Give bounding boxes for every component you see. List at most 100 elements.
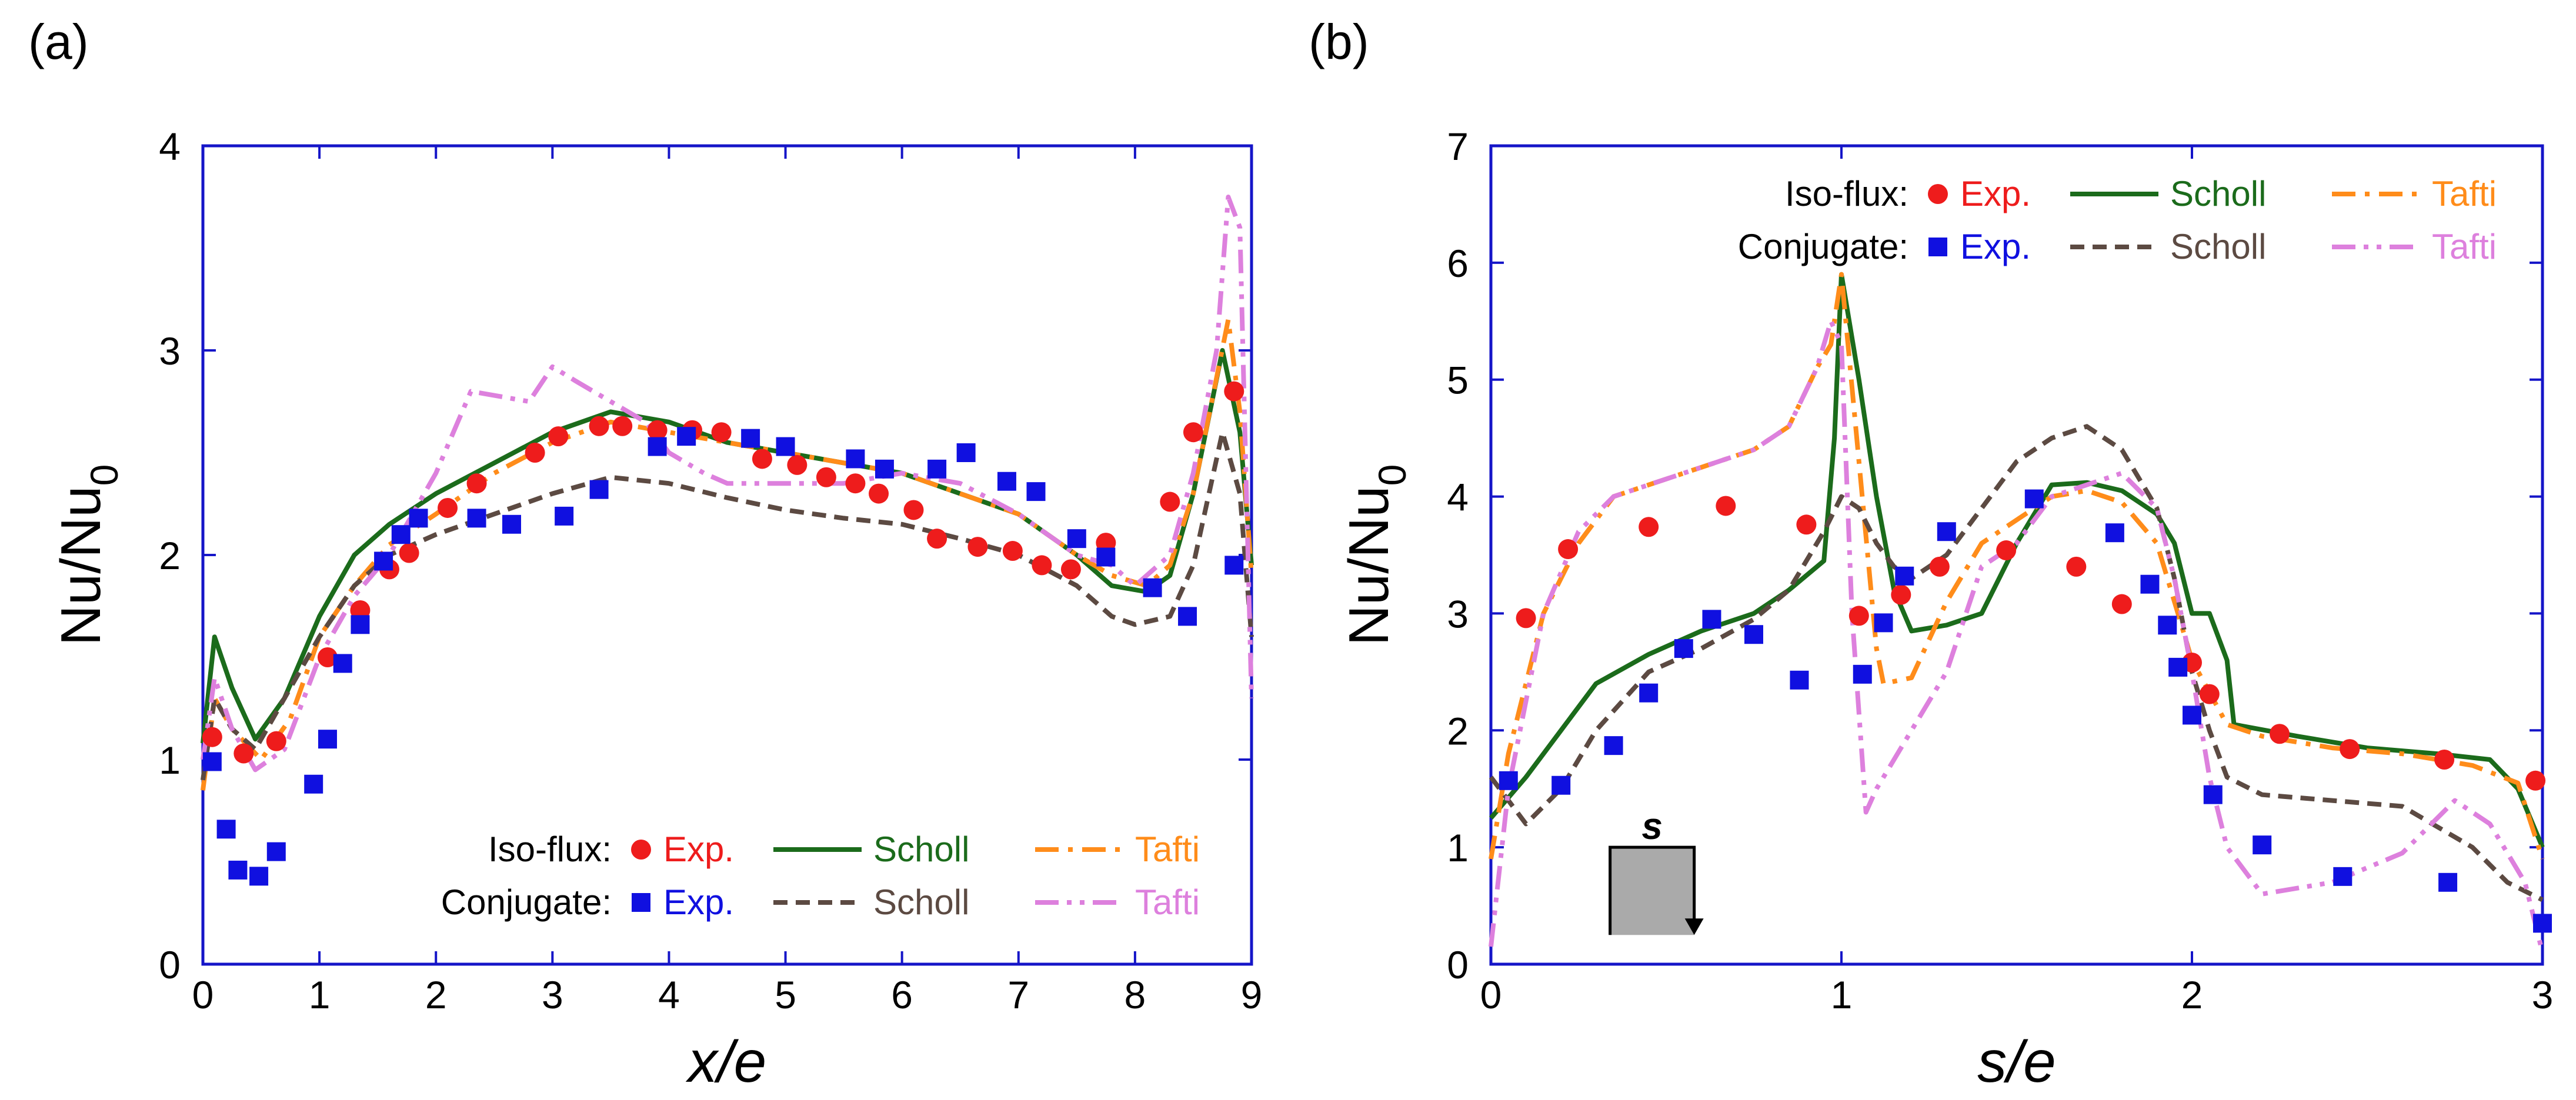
series-line-iso-flux-scholl [1489,272,2545,848]
data-point-circle [711,422,732,443]
data-point-circle [2340,739,2360,760]
data-point-circle [266,731,286,751]
data-point-square [776,437,795,456]
data-point-square [1874,613,1893,633]
y-tick-label: 2 [1447,709,1469,753]
data-point-circle [2434,750,2455,770]
series-line-conjugate-tafti [1489,319,2545,954]
data-point-square [249,867,269,886]
y-tick-label: 3 [1447,592,1469,636]
data-point-circle [589,416,609,436]
data-point-circle [2525,770,2546,791]
data-point-square [318,730,337,749]
x-tick-label: 8 [1125,973,1146,1017]
data-point-square [409,509,428,528]
legend-row-label: Iso-flux: [488,830,612,869]
y-tick-label: 3 [159,329,181,373]
data-point-square [1067,529,1086,549]
panel-label-b: (b) [1309,14,1369,69]
legend: Iso-flux: Exp. Scholl Tafti Conjugate: Exp. Sc… [441,830,1200,922]
data-point-square [467,509,486,528]
data-point-circle [525,443,545,463]
data-point-circle [752,449,772,469]
legend-row-label: Conjugate: [1738,227,1908,266]
data-point-circle [202,727,222,747]
y-axis-title-sub: 0 [1370,464,1414,486]
data-point-circle [903,500,924,520]
data-point-square [2158,616,2177,635]
legend-symbol-square [1928,238,1947,256]
x-tick-label: 1 [1831,973,1853,1017]
y-tick-label: 0 [1447,943,1469,987]
x-tick-label: 3 [2532,973,2554,1017]
data-point-circle [869,483,889,504]
data-point-square [1639,683,1659,703]
data-point-square [2533,914,2552,933]
series-line-conjugate-scholl [1489,424,2544,902]
inset-s-label: s [1641,805,1663,847]
x-tick-label: 1 [309,973,331,1017]
series-line-iso-flux-scholl [201,348,1254,744]
x-tick-label: 0 [1480,973,1502,1017]
data-point-circle [1848,606,1869,626]
rib-block [1610,847,1694,935]
data-point-square [502,514,521,534]
data-point-square [2140,574,2160,594]
y-axis-title: Nu/Nu0 [1337,464,1414,646]
data-point-square [741,429,760,448]
data-point-square [202,752,222,771]
data-point-circle [233,743,254,764]
x-tick-label: 3 [542,973,563,1017]
y-axis-title-main: Nu/Nu [49,486,112,646]
data-point-circle [967,537,988,557]
data-point-square [2105,523,2124,543]
data-point-square [1674,639,1693,658]
legend-symbol-square [632,893,650,912]
data-point-circle [927,529,947,549]
x-axis-title: s/e [1977,1029,2056,1095]
legend-entry-label: Scholl [2170,227,2266,266]
data-point-square [333,654,352,673]
data-point-circle [2199,684,2220,704]
y-tick-label: 0 [159,943,181,987]
data-point-circle [1224,381,1244,402]
data-point-square [555,506,574,526]
data-point-square [2168,657,2188,677]
data-point-circle [816,467,836,487]
data-point-square [391,525,411,544]
data-point-square [1604,736,1623,755]
data-point-circle [647,420,668,440]
data-point-circle [2066,556,2087,577]
data-point-square [589,480,609,499]
legend-entry-label: Tafti [1135,830,1200,869]
legend-entry-label: Scholl [873,882,969,922]
data-point-square [1143,578,1162,597]
data-point-square [956,443,976,462]
legend: Iso-flux: Exp. Scholl Tafti Conjugate: Exp. Sc… [1738,174,2497,266]
data-point-circle [1929,556,1950,577]
data-point-square [2024,489,2044,509]
y-tick-label: 4 [159,125,181,168]
data-point-square [997,472,1016,491]
data-point-circle [1032,555,1052,576]
x-axis-title: x/e [686,1029,766,1095]
legend-entry-label: Tafti [1135,882,1200,922]
legend-row-label: Conjugate: [441,882,612,922]
y-tick-label: 1 [159,738,181,782]
legend-entry-label: Tafti [2432,227,2497,266]
x-tick-label: 7 [1007,973,1029,1017]
data-point-square [1937,522,1956,541]
data-point-square [1499,771,1518,790]
data-point-circle [1183,422,1203,443]
x-tick-label: 0 [192,973,214,1017]
data-point-square [2333,867,2353,886]
data-point-circle [1060,559,1081,580]
data-point-square [351,615,370,634]
data-point-circle [1516,608,1536,628]
data-point-circle [1002,541,1023,561]
y-tick-label: 5 [1447,359,1469,402]
x-tick-label: 6 [891,973,913,1017]
legend-entry-label: Exp. [1960,174,2031,213]
data-point-square [648,437,667,456]
data-point-square [1224,556,1244,575]
